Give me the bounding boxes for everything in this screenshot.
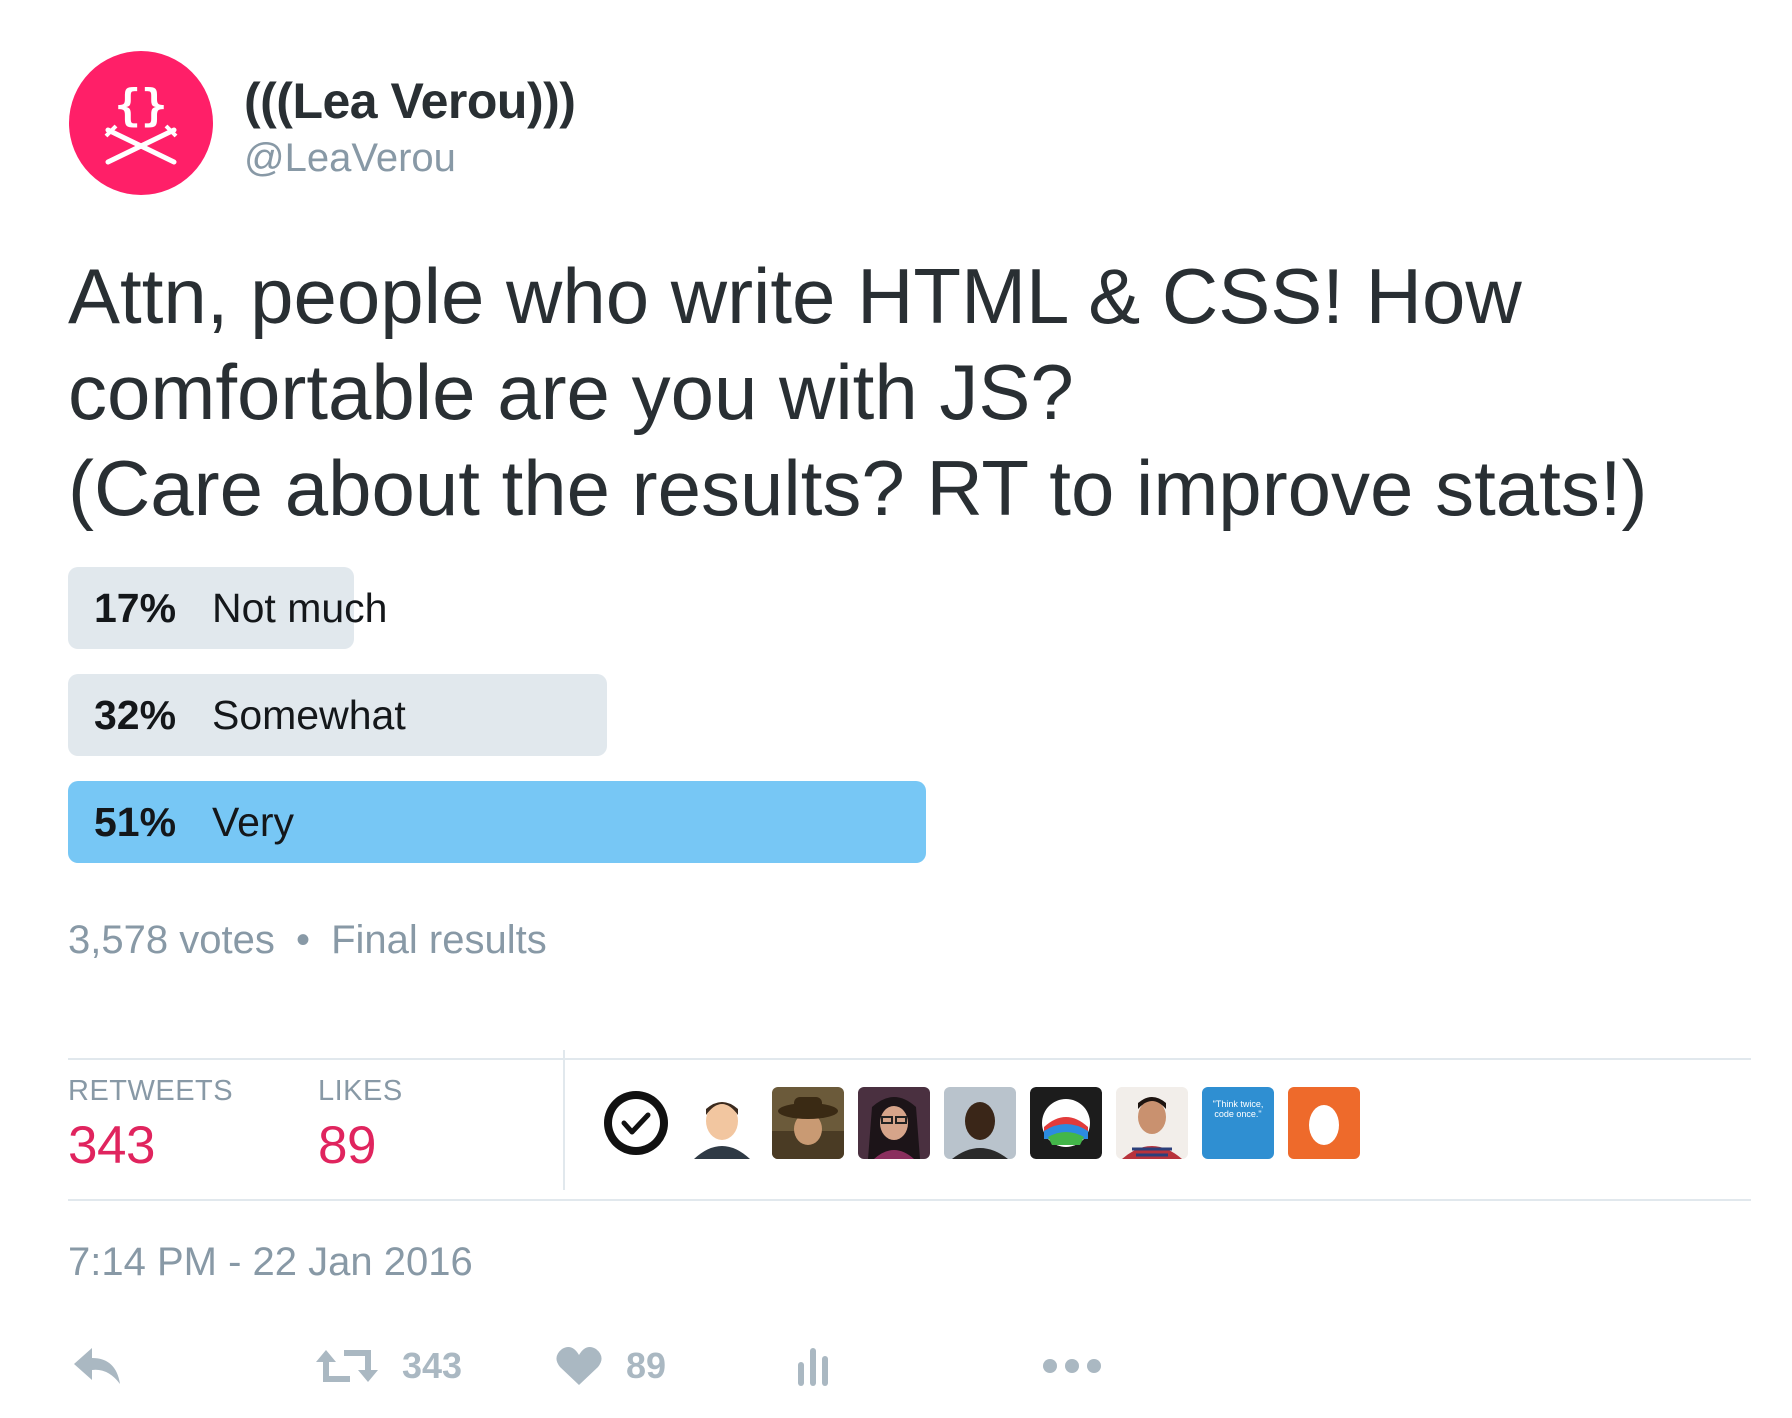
colorful-logo-icon <box>1030 1087 1102 1159</box>
liker-avatar[interactable] <box>600 1087 672 1159</box>
avatar[interactable]: {} <box>69 51 213 195</box>
likes-label[interactable]: LIKES <box>318 1075 403 1107</box>
timestamp[interactable]: 7:14 PM - 22 Jan 2016 <box>68 1240 473 1284</box>
likes-count[interactable]: 89 <box>318 1116 376 1175</box>
reply-icon <box>74 1348 120 1384</box>
liker-avatar[interactable] <box>1116 1087 1188 1159</box>
user-name[interactable]: (((Lea Verou))) <box>244 73 576 129</box>
poll-percent: 51% <box>94 798 177 845</box>
liker-quote-text: "Think twice, code once." <box>1212 1099 1264 1119</box>
liker-avatar[interactable] <box>686 1087 758 1159</box>
man-with-hat-icon <box>772 1087 844 1159</box>
tweet-text: Attn, people who write HTML & CSS! How c… <box>68 252 1648 532</box>
poll-votes: 3,578 votes <box>68 918 275 962</box>
poll-bar <box>68 674 607 756</box>
reply-button[interactable] <box>72 1336 124 1396</box>
cartoon-man-icon <box>686 1087 758 1159</box>
liker-avatar[interactable] <box>1288 1087 1360 1159</box>
like-button[interactable]: 89 <box>556 1336 666 1396</box>
retweet-count: 343 <box>402 1345 463 1386</box>
retweets-label[interactable]: RETWEETS <box>68 1075 234 1107</box>
poll-meta: 3,578 votes • Final results <box>68 918 547 963</box>
analytics-icon <box>798 1348 828 1386</box>
checkmark-logo-icon <box>604 1091 668 1155</box>
more-icon <box>1043 1359 1101 1373</box>
like-count: 89 <box>626 1345 667 1386</box>
man-plaid-shirt-icon <box>1116 1087 1188 1159</box>
divider <box>68 1058 1751 1060</box>
liker-avatar[interactable]: "Think twice, code once." <box>1202 1087 1274 1159</box>
heart-icon <box>556 1347 602 1385</box>
woman-glasses-icon <box>858 1087 930 1159</box>
svg-text:{}: {} <box>115 80 168 131</box>
retweet-icon <box>316 1350 378 1382</box>
poll-status: Final results <box>331 918 547 962</box>
likers-list: "Think twice, code once." <box>600 1087 1360 1159</box>
poll-option-very: 51% Very <box>68 781 1751 863</box>
retweets-count[interactable]: 343 <box>68 1116 155 1175</box>
poll-bar <box>68 567 354 649</box>
liker-avatar[interactable] <box>1030 1087 1102 1159</box>
liker-avatar[interactable] <box>858 1087 930 1159</box>
divider <box>68 1199 1751 1201</box>
user-handle[interactable]: @LeaVerou <box>244 136 456 180</box>
poll-option-somewhat: 32% Somewhat <box>68 674 1751 756</box>
man-portrait-icon <box>944 1087 1016 1159</box>
curly-braces-swords-icon: {} <box>104 80 178 165</box>
poll-percent: 17% <box>94 584 177 631</box>
poll-label: Very <box>212 798 295 845</box>
retweet-button[interactable]: 343 <box>316 1336 462 1396</box>
analytics-button[interactable] <box>796 1336 836 1396</box>
poll-label: Not much <box>212 584 388 631</box>
poll-option-not-much: 17% Not much <box>68 567 1751 649</box>
poll-separator: • <box>295 918 310 962</box>
egg-icon <box>1309 1105 1339 1145</box>
poll-percent: 32% <box>94 691 177 738</box>
liker-avatar[interactable] <box>772 1087 844 1159</box>
poll-bar <box>68 781 926 863</box>
vertical-divider <box>563 1050 565 1190</box>
poll-label: Somewhat <box>212 691 406 738</box>
action-bar: 343 89 <box>68 1336 1168 1396</box>
more-button[interactable] <box>1042 1336 1102 1396</box>
liker-avatar[interactable] <box>944 1087 1016 1159</box>
